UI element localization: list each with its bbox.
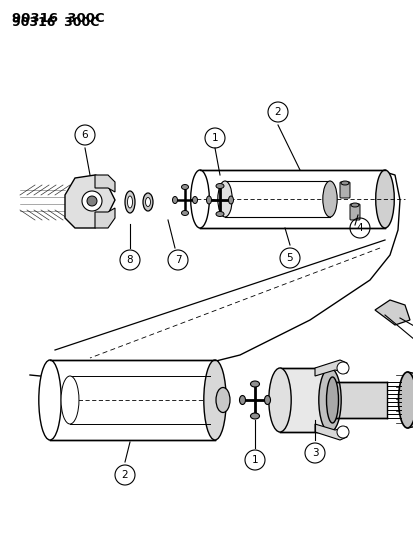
Ellipse shape xyxy=(190,170,209,228)
Polygon shape xyxy=(374,300,409,325)
Ellipse shape xyxy=(172,197,177,204)
Ellipse shape xyxy=(61,376,79,424)
Ellipse shape xyxy=(203,360,225,440)
Text: 4: 4 xyxy=(356,223,363,233)
Circle shape xyxy=(336,362,348,374)
Ellipse shape xyxy=(375,170,393,228)
FancyBboxPatch shape xyxy=(332,382,387,418)
FancyBboxPatch shape xyxy=(339,182,349,198)
Polygon shape xyxy=(406,372,413,428)
Circle shape xyxy=(336,426,348,438)
Polygon shape xyxy=(95,208,115,228)
Ellipse shape xyxy=(322,181,336,217)
Ellipse shape xyxy=(326,377,338,423)
FancyBboxPatch shape xyxy=(50,360,214,440)
Ellipse shape xyxy=(239,395,245,405)
Ellipse shape xyxy=(228,196,233,204)
Text: 7: 7 xyxy=(174,255,181,265)
Ellipse shape xyxy=(192,197,197,204)
Ellipse shape xyxy=(181,211,188,215)
Ellipse shape xyxy=(340,181,348,185)
Ellipse shape xyxy=(181,184,188,190)
Text: 6: 6 xyxy=(81,130,88,140)
Ellipse shape xyxy=(398,372,413,428)
Polygon shape xyxy=(65,175,115,228)
Text: 2: 2 xyxy=(121,470,128,480)
Ellipse shape xyxy=(250,413,259,419)
FancyBboxPatch shape xyxy=(349,204,359,220)
Text: 5: 5 xyxy=(286,253,292,263)
Ellipse shape xyxy=(250,381,259,387)
Ellipse shape xyxy=(206,196,211,204)
Ellipse shape xyxy=(264,395,270,405)
Ellipse shape xyxy=(142,193,153,211)
Ellipse shape xyxy=(350,203,358,207)
Polygon shape xyxy=(314,360,346,376)
Ellipse shape xyxy=(127,196,132,208)
Ellipse shape xyxy=(145,198,150,206)
FancyBboxPatch shape xyxy=(279,368,329,432)
Ellipse shape xyxy=(125,191,135,213)
Ellipse shape xyxy=(217,181,232,217)
Ellipse shape xyxy=(268,368,290,432)
FancyBboxPatch shape xyxy=(199,170,384,228)
Ellipse shape xyxy=(216,387,230,413)
Text: 1: 1 xyxy=(211,133,218,143)
Polygon shape xyxy=(314,424,346,440)
Ellipse shape xyxy=(216,183,223,189)
Text: 90316  300C: 90316 300C xyxy=(12,16,99,29)
Text: 90316  300C: 90316 300C xyxy=(12,12,104,25)
Text: 3: 3 xyxy=(311,448,318,458)
Text: 8: 8 xyxy=(126,255,133,265)
Circle shape xyxy=(82,191,102,211)
Ellipse shape xyxy=(216,212,223,216)
Ellipse shape xyxy=(318,368,340,432)
Circle shape xyxy=(87,196,97,206)
Polygon shape xyxy=(95,175,115,192)
Text: 1: 1 xyxy=(251,455,258,465)
Text: 2: 2 xyxy=(274,107,280,117)
Ellipse shape xyxy=(39,360,61,440)
